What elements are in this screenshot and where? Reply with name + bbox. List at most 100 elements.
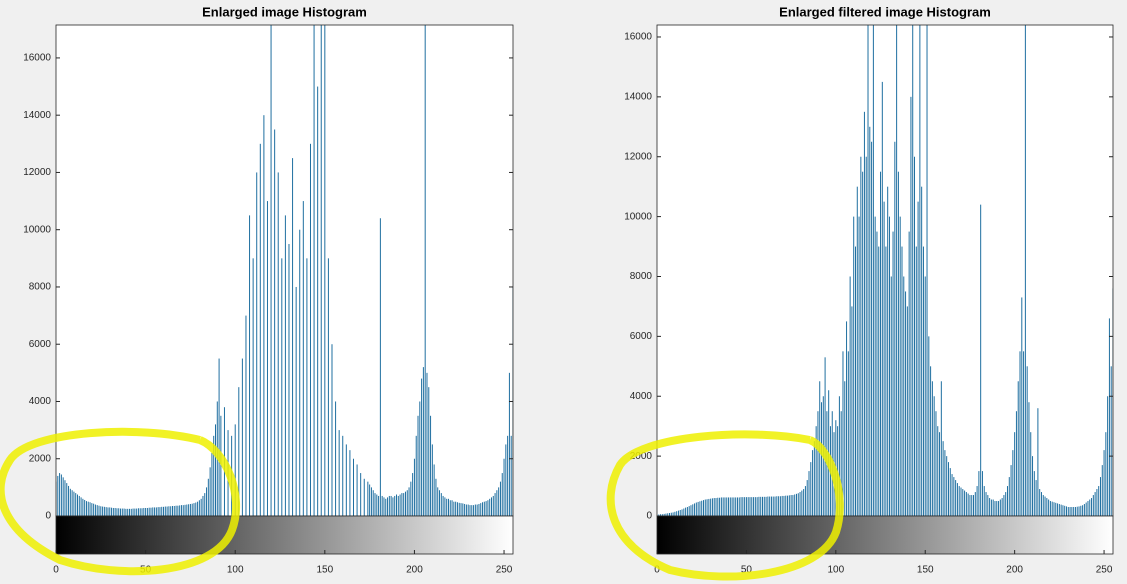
bar xyxy=(284,215,286,516)
bar xyxy=(218,358,220,516)
bar xyxy=(170,506,172,516)
bar xyxy=(899,216,901,516)
bar xyxy=(672,512,674,516)
bar xyxy=(424,25,426,516)
bar xyxy=(89,502,91,516)
bar xyxy=(931,381,933,516)
bar xyxy=(510,435,512,516)
bar xyxy=(501,473,503,516)
bar xyxy=(295,286,297,516)
bar xyxy=(717,497,719,516)
bar xyxy=(281,258,283,516)
bar xyxy=(485,501,487,516)
bar xyxy=(184,504,186,516)
bar xyxy=(492,495,494,516)
bar xyxy=(951,474,953,516)
bar xyxy=(143,507,145,516)
bar xyxy=(769,496,771,516)
bar xyxy=(73,491,75,516)
bars xyxy=(657,25,1113,516)
bar xyxy=(159,507,161,516)
bar xyxy=(430,415,432,516)
bar xyxy=(942,441,944,516)
bar xyxy=(191,503,193,516)
bar xyxy=(458,502,460,516)
bar xyxy=(309,143,311,516)
y-tick-label: 2000 xyxy=(630,451,653,462)
bar xyxy=(206,487,208,516)
bar xyxy=(787,495,789,516)
bar xyxy=(1005,492,1007,516)
bar xyxy=(148,507,150,516)
bar xyxy=(987,495,989,516)
bar xyxy=(1060,504,1062,516)
bar xyxy=(490,497,492,516)
bar xyxy=(860,156,862,516)
y-tick-label: 10000 xyxy=(23,224,51,235)
bar xyxy=(123,508,125,516)
bar xyxy=(69,488,71,516)
bar xyxy=(177,505,179,516)
bar xyxy=(735,497,737,516)
bar xyxy=(953,477,955,516)
bar xyxy=(667,513,669,516)
bar xyxy=(867,25,869,516)
bar xyxy=(1003,495,1005,516)
bar xyxy=(851,306,853,516)
bar xyxy=(419,401,421,516)
bar xyxy=(1012,450,1014,516)
bar xyxy=(234,424,236,516)
bar xyxy=(421,378,423,516)
bar xyxy=(779,496,781,516)
bar xyxy=(410,481,412,516)
bar xyxy=(154,507,156,516)
bar xyxy=(498,487,500,516)
bar xyxy=(765,496,767,516)
bar xyxy=(397,495,399,516)
bar xyxy=(897,171,899,516)
bar xyxy=(1103,450,1105,516)
bar xyxy=(385,498,387,516)
bar xyxy=(369,484,371,516)
bar xyxy=(111,507,113,516)
bar xyxy=(711,498,713,516)
bar xyxy=(327,258,329,516)
bar xyxy=(302,201,304,516)
bar xyxy=(806,480,808,516)
bar xyxy=(917,201,919,516)
bar xyxy=(1105,432,1107,516)
bar xyxy=(1067,507,1069,516)
bar xyxy=(710,498,712,516)
bar xyxy=(788,495,790,516)
bar xyxy=(908,231,910,516)
bar xyxy=(1064,505,1066,516)
y-tick-label: 8000 xyxy=(29,282,52,293)
bar xyxy=(263,115,265,516)
bar xyxy=(376,494,378,516)
y-tick-label: 16000 xyxy=(624,32,652,43)
x-tick-label: 250 xyxy=(1096,565,1113,576)
bar xyxy=(437,487,439,516)
bar xyxy=(738,497,740,516)
bar xyxy=(910,96,912,516)
bar xyxy=(345,444,347,516)
bar xyxy=(66,483,68,516)
bar xyxy=(1049,501,1051,516)
bar xyxy=(78,495,80,516)
bar xyxy=(660,514,662,516)
bar xyxy=(842,351,844,516)
bar xyxy=(207,478,209,516)
bar xyxy=(266,201,268,516)
bar xyxy=(804,486,806,516)
bar xyxy=(508,372,510,516)
bar xyxy=(704,499,706,516)
bar xyxy=(1101,465,1103,516)
bar xyxy=(665,513,667,516)
bar xyxy=(964,490,966,516)
bar xyxy=(885,246,887,516)
bar xyxy=(1037,408,1039,516)
bar xyxy=(413,458,415,516)
bar xyxy=(415,435,417,516)
bar xyxy=(198,500,200,516)
bar xyxy=(59,473,61,516)
